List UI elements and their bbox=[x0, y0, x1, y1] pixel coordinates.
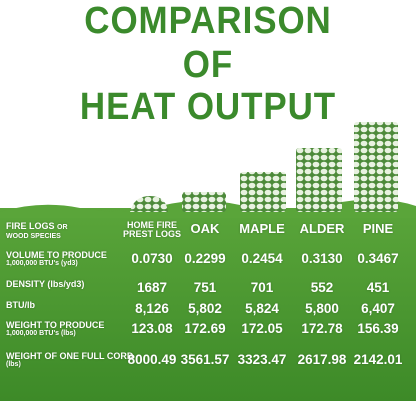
cell-text: 451 bbox=[366, 280, 390, 295]
cell: 172.05 bbox=[222, 321, 302, 336]
wood-pile bbox=[296, 148, 342, 212]
cell-text: 552 bbox=[310, 280, 334, 295]
label-text: VOLUME TO PRODUCE bbox=[6, 250, 107, 260]
column-header: HOME FIRE PREST LOGS bbox=[112, 220, 192, 240]
label-text: (lbs) bbox=[6, 361, 21, 369]
cell: 2617.98 bbox=[282, 352, 362, 367]
label-text: BTU/lb bbox=[6, 300, 35, 310]
cell-text: 751 bbox=[193, 280, 217, 295]
label-text: 1,000,000 BTU's (lbs) bbox=[6, 330, 76, 338]
wood-pile bbox=[182, 192, 226, 212]
cell: 123.08 bbox=[112, 321, 192, 336]
wood-pile bbox=[354, 122, 398, 212]
cell: 3561.57 bbox=[165, 352, 245, 367]
cell: 156.39 bbox=[338, 321, 416, 336]
cell-text: 3561.57 bbox=[180, 352, 230, 367]
cell-text: 2142.01 bbox=[353, 352, 403, 367]
cell-text: 5,824 bbox=[245, 301, 279, 316]
cell: 1687 bbox=[112, 280, 192, 295]
cell: 0.2454 bbox=[222, 251, 302, 266]
wood-pile bbox=[240, 172, 286, 212]
cell: 751 bbox=[165, 280, 245, 295]
cell: 552 bbox=[282, 280, 362, 295]
header-text: PREST LOGS bbox=[122, 229, 181, 240]
label-text: WEIGHT OF ONE FULL CORD bbox=[6, 351, 134, 361]
cell-text: 5,800 bbox=[305, 301, 339, 316]
cell: 172.78 bbox=[282, 321, 362, 336]
header-text: MAPLE bbox=[239, 221, 285, 236]
cell: 0.3467 bbox=[338, 251, 416, 266]
cell: 0.3130 bbox=[282, 251, 362, 266]
label-text: OR bbox=[57, 224, 68, 231]
header-text: OAK bbox=[190, 221, 220, 236]
title-text: OF bbox=[182, 44, 234, 86]
cell-text: 0.3467 bbox=[357, 251, 399, 266]
cell-text: 0.3130 bbox=[301, 251, 343, 266]
cell: 5,824 bbox=[222, 301, 302, 316]
cell-text: 0.2454 bbox=[241, 251, 283, 266]
grass bbox=[0, 208, 416, 401]
title-line: COMPARISON bbox=[17, 2, 400, 40]
cell-text: 172.78 bbox=[301, 321, 343, 336]
cell: 2142.01 bbox=[338, 352, 416, 367]
header-text: HOME FIRE bbox=[126, 220, 177, 230]
column-header: ALDER bbox=[282, 222, 362, 236]
cell-text: 6,407 bbox=[361, 301, 395, 316]
cell-text: 123.08 bbox=[131, 321, 173, 336]
title-text: COMPARISON bbox=[84, 0, 332, 42]
row-label: VOLUME TO PRODUCE 1,000,000 BTU's (yd3) bbox=[6, 250, 107, 268]
cell-text: 156.39 bbox=[357, 321, 399, 336]
row-label: BTU/lb bbox=[6, 300, 35, 310]
cell: 0.2299 bbox=[165, 251, 245, 266]
column-header: OAK bbox=[165, 222, 245, 236]
cell-text: 0.0730 bbox=[131, 251, 173, 266]
cell-text: 172.69 bbox=[184, 321, 226, 336]
title-line: OF bbox=[17, 46, 400, 84]
cell-text: 2617.98 bbox=[297, 352, 347, 367]
row-label: WEIGHT OF ONE FULL CORD (lbs) bbox=[6, 351, 134, 369]
cell-text: 3323.47 bbox=[237, 352, 287, 367]
cell: 701 bbox=[222, 280, 302, 295]
cell-text: 8000.49 bbox=[127, 352, 177, 367]
row-label: WEIGHT TO PRODUCE 1,000,000 BTU's (lbs) bbox=[6, 320, 105, 338]
title-text: HEAT OUTPUT bbox=[79, 86, 337, 128]
row-label: DENSITY (lbs/yd3) bbox=[6, 279, 85, 289]
cell: 6,407 bbox=[338, 301, 416, 316]
label-text: FIRE LOGS bbox=[6, 221, 55, 231]
header-label: FIRE LOGS OR WOOD SPECIES bbox=[6, 221, 68, 241]
cell: 5,800 bbox=[282, 301, 362, 316]
cell: 0.0730 bbox=[112, 251, 192, 266]
cell-text: 5,802 bbox=[188, 301, 222, 316]
cell-text: 0.2299 bbox=[184, 251, 226, 266]
cell-text: 8,126 bbox=[135, 301, 169, 316]
cell: 172.69 bbox=[165, 321, 245, 336]
cell-text: 701 bbox=[250, 280, 274, 295]
column-header: PINE bbox=[338, 222, 416, 236]
header-text: PINE bbox=[362, 221, 394, 236]
label-text: DENSITY (lbs/yd3) bbox=[6, 279, 85, 289]
label-text: 1,000,000 BTU's (yd3) bbox=[6, 260, 78, 268]
cell: 8,126 bbox=[112, 301, 192, 316]
cell: 5,802 bbox=[165, 301, 245, 316]
cell: 451 bbox=[338, 280, 416, 295]
cell: 3323.47 bbox=[222, 352, 302, 367]
header-text: ALDER bbox=[299, 221, 345, 236]
label-text: WOOD SPECIES bbox=[6, 233, 61, 241]
title-line: HEAT OUTPUT bbox=[17, 88, 400, 126]
wood-pile bbox=[130, 196, 168, 212]
column-header: MAPLE bbox=[222, 222, 302, 236]
cell-text: 1687 bbox=[136, 280, 168, 295]
cell-text: 172.05 bbox=[241, 321, 283, 336]
cell: 8000.49 bbox=[112, 352, 192, 367]
label-text: WEIGHT TO PRODUCE bbox=[6, 320, 105, 330]
